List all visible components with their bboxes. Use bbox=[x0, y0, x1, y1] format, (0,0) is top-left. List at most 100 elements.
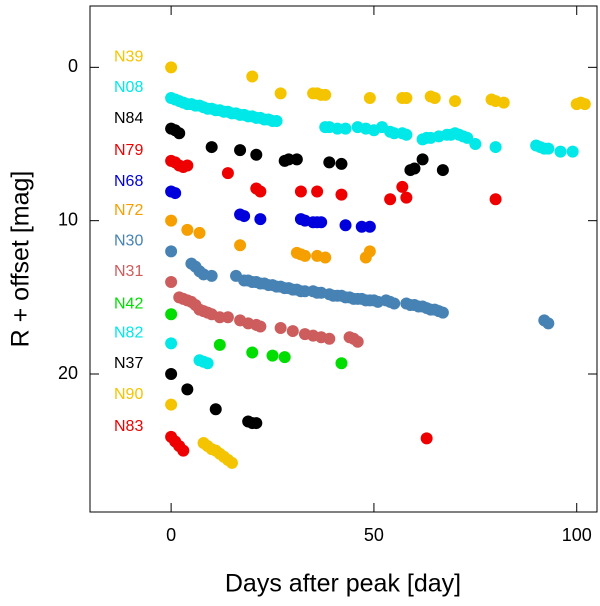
data-point bbox=[400, 191, 413, 204]
data-point bbox=[319, 88, 332, 101]
data-point bbox=[165, 245, 178, 258]
data-point bbox=[384, 193, 397, 206]
data-point bbox=[335, 188, 348, 201]
data-point bbox=[335, 357, 348, 370]
series-label: N39 bbox=[114, 49, 143, 66]
series-label: N37 bbox=[114, 355, 143, 372]
series-label: N82 bbox=[114, 325, 143, 342]
data-point bbox=[315, 216, 328, 229]
y-axis-title: R + offset [mag] bbox=[7, 171, 35, 348]
data-point bbox=[428, 92, 441, 104]
data-point bbox=[469, 138, 482, 150]
data-point bbox=[449, 95, 462, 108]
data-point bbox=[351, 335, 364, 348]
series-label: N42 bbox=[114, 295, 143, 312]
data-point bbox=[205, 141, 218, 154]
data-point bbox=[209, 403, 222, 416]
data-point bbox=[274, 87, 287, 100]
series-label: N31 bbox=[114, 263, 143, 280]
data-point bbox=[290, 153, 303, 166]
data-point bbox=[420, 432, 433, 445]
data-point bbox=[400, 92, 413, 104]
data-point bbox=[270, 115, 283, 127]
y-tick-label: 0 bbox=[68, 56, 78, 76]
data-point bbox=[250, 148, 263, 161]
series-label: N90 bbox=[114, 386, 143, 403]
series-label: N72 bbox=[114, 202, 143, 219]
data-point bbox=[254, 320, 267, 333]
data-point bbox=[566, 145, 579, 158]
data-point bbox=[294, 185, 307, 198]
data-point bbox=[436, 306, 449, 319]
data-point bbox=[266, 349, 279, 362]
data-point bbox=[201, 357, 214, 370]
data-point bbox=[339, 219, 352, 232]
data-point bbox=[213, 338, 226, 351]
data-point bbox=[436, 164, 449, 177]
data-point bbox=[234, 239, 247, 252]
data-point bbox=[286, 325, 299, 338]
data-point bbox=[193, 226, 206, 239]
data-point bbox=[250, 417, 263, 430]
plot-frame bbox=[89, 5, 598, 513]
y-tick-label: 10 bbox=[58, 209, 78, 229]
data-point bbox=[165, 368, 178, 380]
x-tick-label: 0 bbox=[166, 525, 176, 545]
data-point bbox=[363, 220, 376, 233]
data-point bbox=[181, 223, 194, 236]
data-point bbox=[181, 159, 194, 172]
data-point bbox=[274, 322, 287, 334]
data-point bbox=[254, 185, 267, 198]
data-point bbox=[278, 351, 291, 364]
data-point bbox=[254, 213, 267, 226]
data-point bbox=[165, 214, 178, 227]
data-point bbox=[335, 157, 348, 170]
data-point bbox=[542, 142, 555, 155]
data-point bbox=[578, 98, 591, 111]
data-point bbox=[489, 193, 502, 206]
data-point bbox=[497, 96, 510, 109]
data-point bbox=[165, 308, 178, 321]
data-point bbox=[363, 245, 376, 258]
data-point bbox=[221, 167, 234, 180]
data-point bbox=[323, 156, 336, 169]
data-point bbox=[388, 297, 401, 310]
data-point bbox=[542, 317, 555, 330]
data-point bbox=[165, 276, 178, 288]
x-tick-label: 50 bbox=[364, 525, 384, 545]
series-label: N79 bbox=[114, 142, 143, 159]
data-point bbox=[298, 249, 311, 262]
data-point bbox=[323, 332, 336, 345]
data-point bbox=[408, 162, 421, 175]
data-point bbox=[489, 141, 502, 154]
series-label: N68 bbox=[114, 173, 143, 190]
data-point bbox=[363, 92, 376, 104]
data-point bbox=[234, 144, 247, 157]
data-point bbox=[238, 210, 251, 223]
y-tick-label: 20 bbox=[58, 363, 78, 383]
x-tick-label: 100 bbox=[562, 525, 592, 545]
data-point bbox=[554, 145, 567, 158]
data-point bbox=[311, 185, 324, 198]
series-label: N30 bbox=[114, 233, 143, 250]
data-point bbox=[165, 398, 178, 411]
series-label: N84 bbox=[114, 110, 143, 127]
series-label: N83 bbox=[114, 418, 143, 435]
data-point bbox=[225, 456, 238, 469]
data-point bbox=[221, 311, 234, 324]
data-point bbox=[177, 444, 190, 457]
data-point bbox=[396, 180, 409, 193]
data-point bbox=[246, 70, 259, 83]
data-point bbox=[165, 61, 178, 74]
data-point bbox=[181, 383, 194, 396]
data-point bbox=[173, 127, 186, 140]
data-point bbox=[246, 346, 259, 359]
series-label: N08 bbox=[114, 79, 143, 96]
data-point bbox=[416, 153, 429, 166]
x-axis-title: Days after peak [day] bbox=[225, 570, 461, 598]
data-point bbox=[400, 128, 413, 141]
data-point bbox=[165, 337, 178, 350]
data-point bbox=[169, 187, 182, 200]
data-point bbox=[205, 269, 218, 282]
